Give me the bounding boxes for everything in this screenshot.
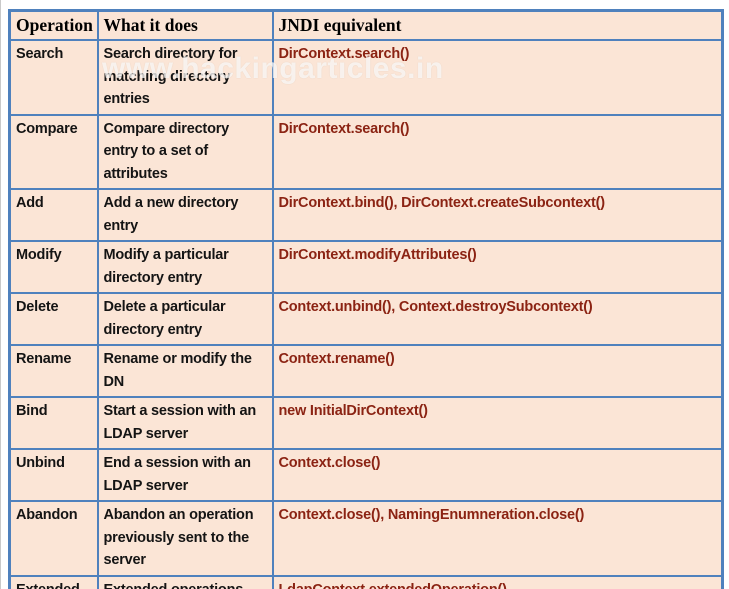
column-header-jndi-equivalent: JNDI equivalent [271, 9, 724, 41]
operation-cell: Search [8, 39, 99, 116]
jndi-cell: DirContext.modifyAttributes() [271, 240, 724, 294]
table-row-unbind: Unbind End a session with an LDAP server… [8, 448, 724, 502]
table-row-add: Add Add a new directory entry DirContext… [8, 188, 724, 242]
jndi-cell: new InitialDirContext() [271, 396, 724, 450]
operation-cell: Modify [8, 240, 99, 294]
table-header-row: Operation What it does JNDI equivalent [8, 9, 724, 41]
description-cell: Delete a particular directory entry [96, 292, 274, 346]
description-cell: End a session with an LDAP server [96, 448, 274, 502]
description-cell: Add a new directory entry [96, 188, 274, 242]
table-row-abandon: Abandon Abandon an operation previously … [8, 500, 724, 577]
table-row-rename: Rename Rename or modify the DN Context.r… [8, 344, 724, 398]
ldap-jndi-operations-table: Operation What it does JNDI equivalent S… [8, 9, 724, 589]
description-cell: Modify a particular directory entry [96, 240, 274, 294]
table-row-extended: Extended Extended operations command Lda… [8, 574, 724, 589]
description-cell: Rename or modify the DN [96, 344, 274, 398]
jndi-cell: Context.close() [271, 448, 724, 502]
table-row-search: Search Search directory for matching dir… [8, 39, 724, 116]
operation-cell: Add [8, 188, 99, 242]
jndi-cell: DirContext.search() [271, 113, 724, 190]
jndi-cell: Context.close(), NamingEnumneration.clos… [271, 500, 724, 577]
operation-cell: Unbind [8, 448, 99, 502]
column-header-what-it-does: What it does [96, 9, 274, 41]
operation-cell: Delete [8, 292, 99, 346]
jndi-cell: DirContext.bind(), DirContext.createSubc… [271, 188, 724, 242]
table-row-modify: Modify Modify a particular directory ent… [8, 240, 724, 294]
table-row-compare: Compare Compare directory entry to a set… [8, 113, 724, 190]
column-header-operation: Operation [8, 9, 99, 41]
description-cell: Start a session with an LDAP server [96, 396, 274, 450]
jndi-cell: Context.rename() [271, 344, 724, 398]
table-row-delete: Delete Delete a particular directory ent… [8, 292, 724, 346]
operation-cell: Bind [8, 396, 99, 450]
description-cell: Extended operations command [96, 574, 274, 589]
description-cell: Compare directory entry to a set of attr… [96, 113, 274, 190]
jndi-cell: Context.unbind(), Context.destroySubcont… [271, 292, 724, 346]
operation-cell: Rename [8, 344, 99, 398]
jndi-cell: LdapContext.extendedOperation() [271, 574, 724, 589]
description-cell: Abandon an operation previously sent to … [96, 500, 274, 577]
operation-cell: Extended [8, 574, 99, 589]
operation-cell: Compare [8, 113, 99, 190]
description-cell: Search directory for matching directory … [96, 39, 274, 116]
jndi-cell: DirContext.search() [271, 39, 724, 116]
table-row-bind: Bind Start a session with an LDAP server… [8, 396, 724, 450]
operation-cell: Abandon [8, 500, 99, 577]
